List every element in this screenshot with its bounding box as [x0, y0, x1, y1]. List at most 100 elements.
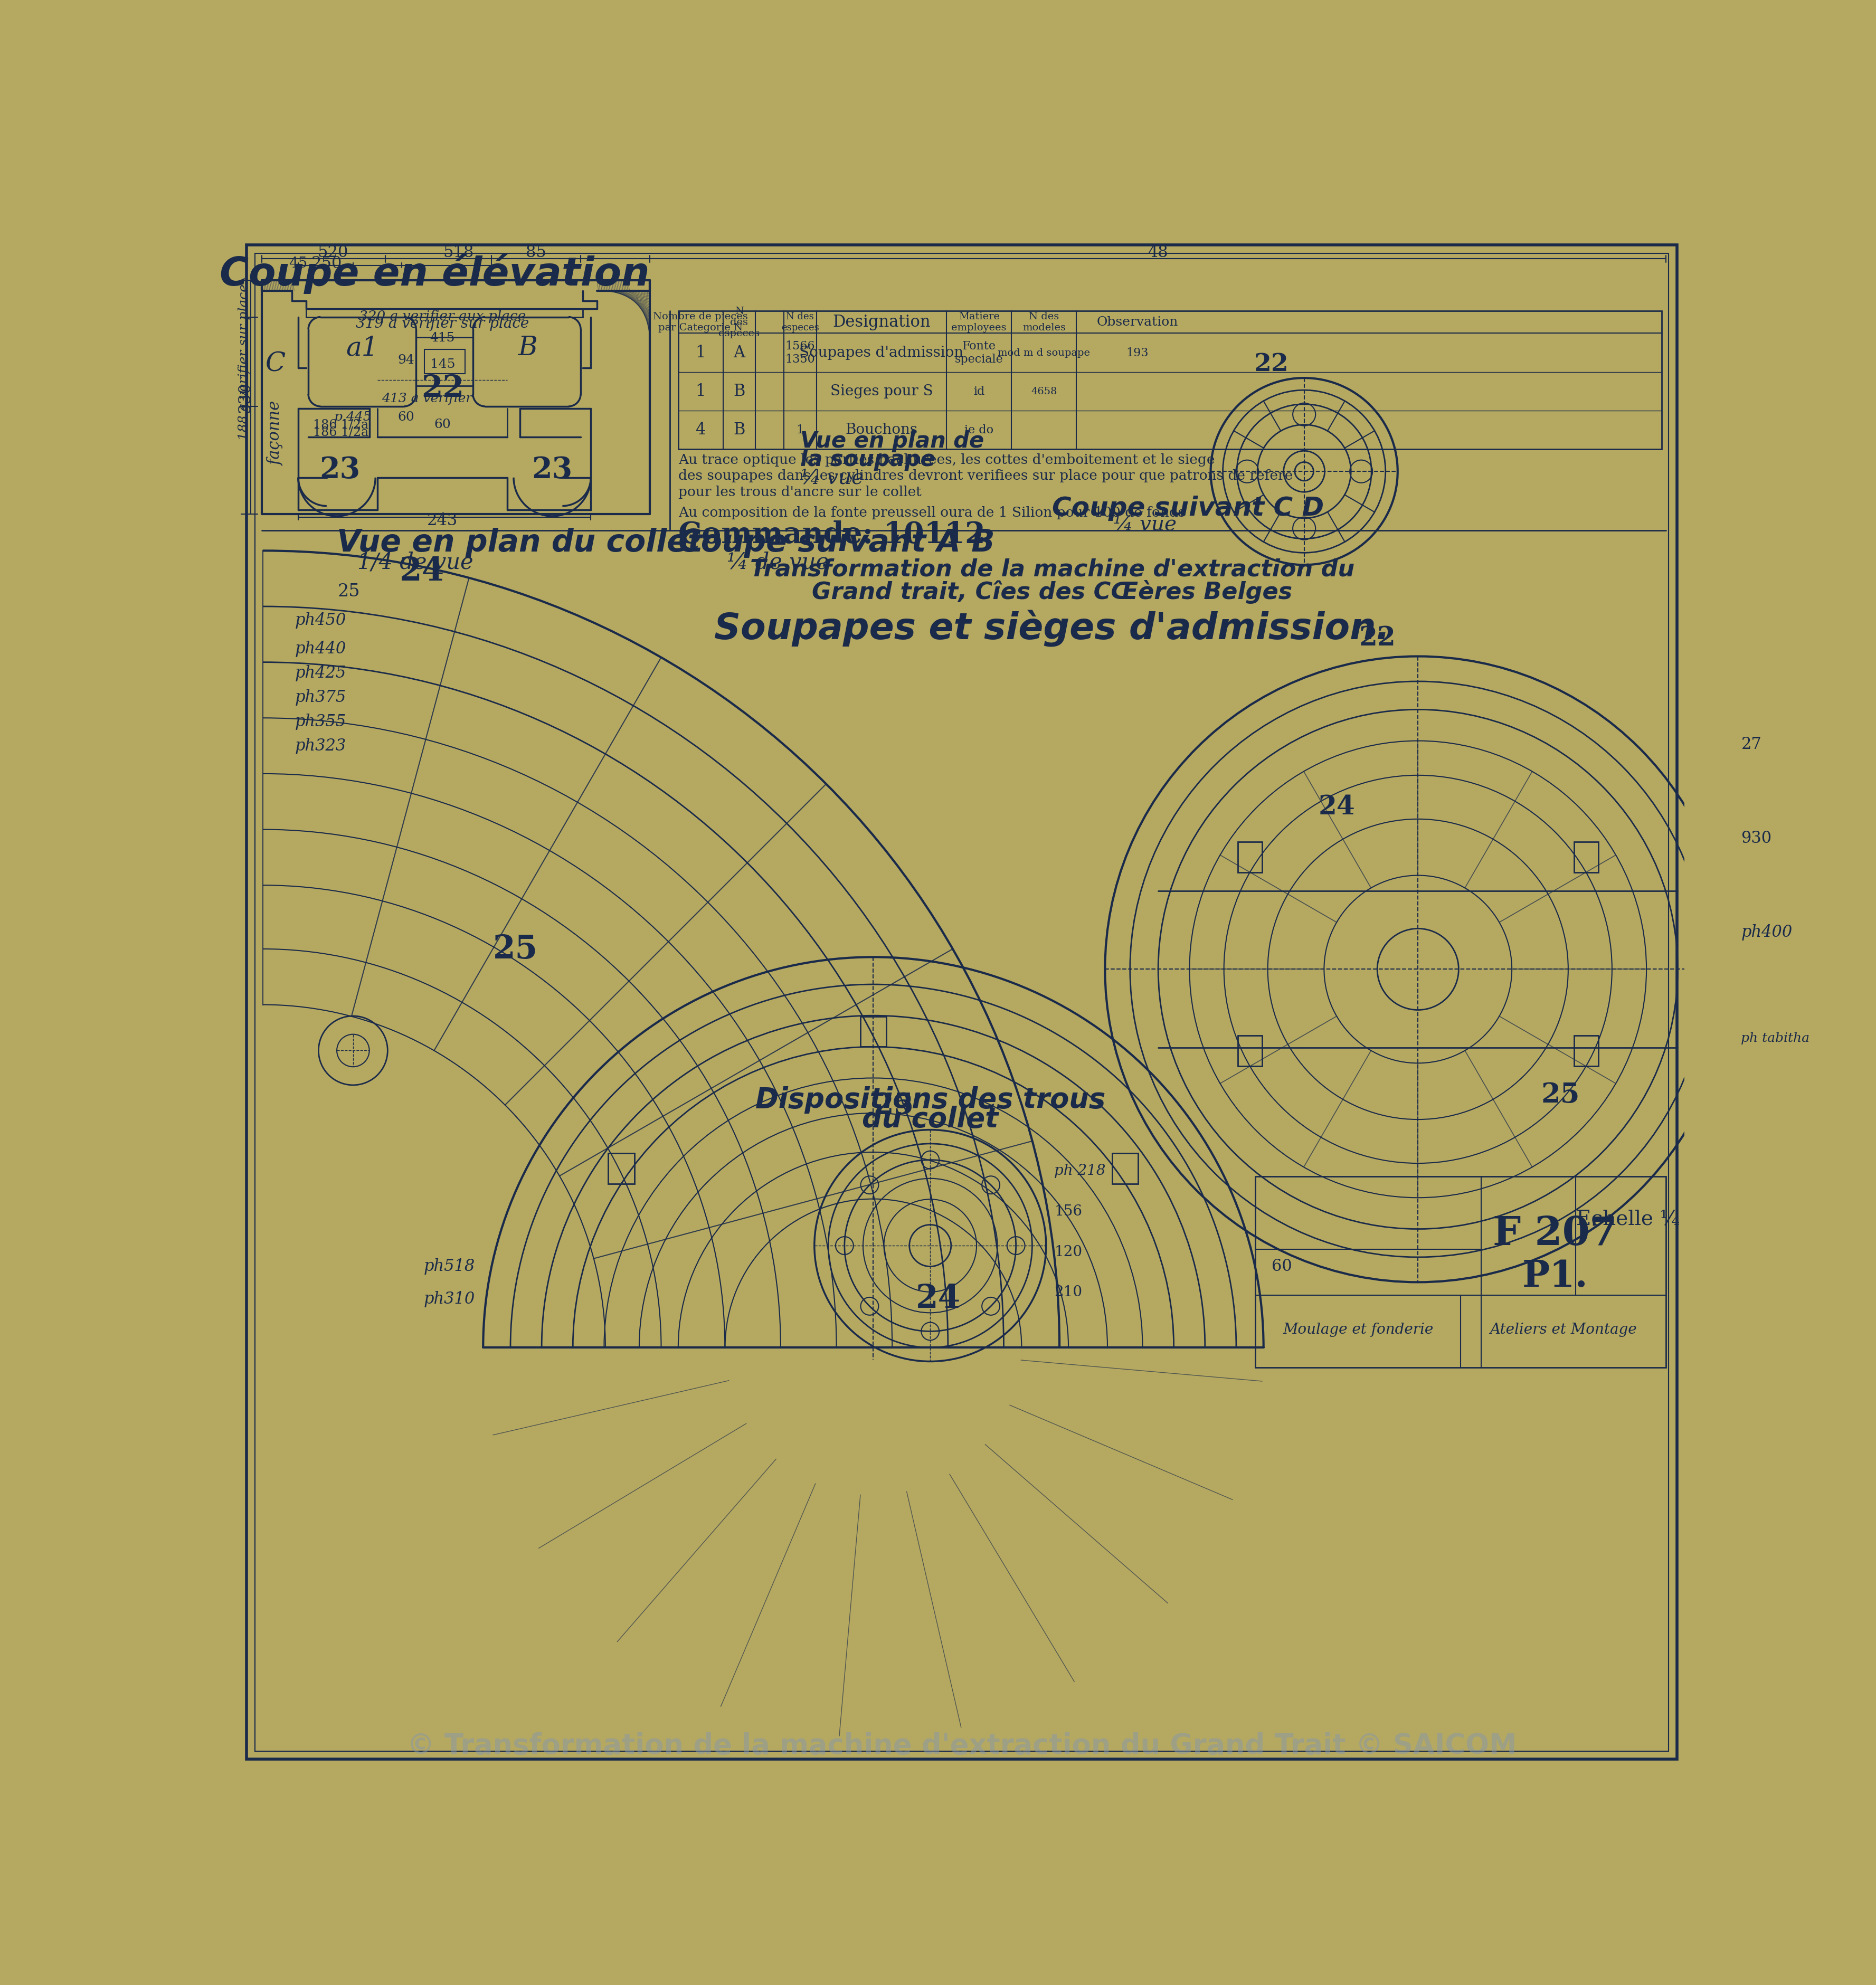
Text: pour les trous d'ancre sur le collet: pour les trous d'ancre sur le collet	[677, 486, 921, 498]
Text: 320 a verifier aux place: 320 a verifier aux place	[358, 310, 525, 324]
Text: ph 218: ph 218	[1054, 1163, 1105, 1177]
Text: 4658: 4658	[1030, 387, 1056, 397]
Text: 60: 60	[1272, 1258, 1293, 1274]
Bar	[1112, 1153, 1139, 1183]
Text: Soupapes d'admission: Soupapes d'admission	[799, 345, 962, 359]
Text: Soupapes et sièges d'admission.: Soupapes et sièges d'admission.	[715, 609, 1390, 647]
Text: 156: 156	[1054, 1205, 1082, 1219]
Text: 193: 193	[1126, 347, 1148, 359]
Text: 22: 22	[1358, 625, 1396, 651]
Text: Dispositions des trous: Dispositions des trous	[754, 1086, 1105, 1114]
Text: ¼ de vue: ¼ de vue	[726, 552, 829, 574]
Text: A: A	[734, 345, 745, 361]
Text: Au trace optique les parties hachurees, les cottes d'emboitement et le siege: Au trace optique les parties hachurees, …	[677, 453, 1214, 466]
Text: 23: 23	[531, 455, 572, 484]
Text: Fonte
speciale: Fonte speciale	[955, 339, 1004, 365]
Text: 4: 4	[696, 421, 705, 439]
Text: 413 a verifier: 413 a verifier	[381, 393, 473, 405]
Text: 25: 25	[1540, 1082, 1580, 1108]
Text: 415: 415	[430, 331, 454, 343]
Text: ph tabitha: ph tabitha	[1741, 1032, 1808, 1044]
Text: 250: 250	[311, 256, 341, 272]
Text: 1: 1	[696, 383, 705, 399]
Bar	[1574, 842, 1598, 873]
Text: Designation: Designation	[833, 314, 930, 330]
Text: Ateliers et Montage: Ateliers et Montage	[1490, 1322, 1636, 1336]
Text: Bouchons: Bouchons	[844, 423, 917, 437]
Text: Vue en plan du collet: Vue en plan du collet	[336, 528, 702, 558]
Text: Echelle ¼: Echelle ¼	[1576, 1209, 1679, 1229]
Text: 60: 60	[433, 419, 450, 431]
Text: 330: 330	[236, 381, 253, 413]
Bar	[608, 1153, 634, 1183]
Text: N des
especes: N des especes	[780, 312, 818, 333]
Text: 25: 25	[493, 933, 538, 965]
Text: 520: 520	[317, 244, 349, 260]
Text: 23: 23	[319, 455, 360, 484]
Text: B: B	[518, 335, 537, 361]
Text: ph440: ph440	[295, 641, 345, 657]
Text: ie do: ie do	[964, 425, 992, 437]
Text: Coupe en élévation: Coupe en élévation	[219, 254, 649, 294]
Text: 25: 25	[338, 584, 360, 599]
Text: 145: 145	[430, 357, 454, 371]
Text: des soupapes dans les cylindres devront verifiees sur place pour que patrons de : des soupapes dans les cylindres devront …	[677, 468, 1293, 482]
Text: Moulage et fonderie: Moulage et fonderie	[1283, 1322, 1433, 1336]
Bar	[859, 1016, 885, 1046]
Text: 1: 1	[696, 345, 705, 361]
Text: la soupape: la soupape	[799, 449, 934, 470]
Text: ph375: ph375	[295, 689, 345, 705]
Text: ph400: ph400	[1741, 923, 1792, 941]
Text: Commande: 10112: Commande: 10112	[677, 520, 985, 550]
Text: B: B	[734, 421, 745, 439]
Text: id: id	[974, 385, 985, 397]
Text: ph323: ph323	[295, 738, 345, 754]
Text: Grand trait, Cîes des CŒères Belges: Grand trait, Cîes des CŒères Belges	[812, 580, 1293, 603]
Text: ph310: ph310	[424, 1290, 475, 1306]
Text: 60: 60	[398, 411, 415, 423]
Text: B: B	[734, 383, 745, 399]
Text: 1: 1	[795, 425, 803, 437]
Text: 22: 22	[1253, 351, 1289, 377]
Text: 120: 120	[1054, 1245, 1082, 1258]
Text: 85: 85	[525, 244, 546, 260]
Text: 45: 45	[289, 256, 308, 270]
Text: Sieges pour S: Sieges pour S	[829, 385, 932, 399]
Text: 25: 25	[872, 1092, 914, 1120]
Bar	[1255, 1177, 1666, 1368]
Text: ph425: ph425	[295, 665, 345, 681]
Text: Nombre de pieces
par Categorie N: Nombre de pieces par Categorie N	[653, 312, 749, 333]
Text: N
des
especes: N des especes	[719, 306, 760, 337]
Text: 243: 243	[428, 512, 458, 528]
Text: Au composition de la fonte preussell oura de 1 Silion pour 100 de fonds: Au composition de la fonte preussell our…	[677, 506, 1186, 518]
Text: F 207: F 207	[1493, 1215, 1617, 1253]
Bar	[1238, 1036, 1263, 1066]
Bar	[1238, 842, 1263, 873]
Text: 186 1/2a: 186 1/2a	[313, 419, 368, 431]
Text: Vue en plan de: Vue en plan de	[799, 431, 983, 453]
Text: 22: 22	[420, 373, 463, 403]
Text: 319 a verifier sur place: 319 a verifier sur place	[356, 316, 529, 331]
Text: 94: 94	[398, 353, 415, 365]
Text: Matiere
employees: Matiere employees	[951, 312, 1006, 333]
Text: ¼ vue: ¼ vue	[1112, 514, 1176, 534]
Bar	[677, 312, 1662, 449]
Text: 188 a verifier sur place: 188 a verifier sur place	[238, 284, 250, 441]
Text: 186 1/2a: 186 1/2a	[313, 427, 368, 439]
Text: p.445: p.445	[334, 411, 371, 423]
Text: ph355: ph355	[295, 713, 345, 730]
Text: 930: 930	[1741, 830, 1771, 846]
Text: Coupe suivant A B: Coupe suivant A B	[677, 528, 994, 558]
Text: 24: 24	[400, 556, 445, 588]
Text: 48: 48	[1148, 244, 1167, 260]
Text: 27: 27	[1741, 736, 1762, 752]
Text: ph518: ph518	[424, 1258, 475, 1274]
Text: Observation: Observation	[1096, 316, 1178, 328]
Text: 518: 518	[443, 244, 475, 260]
Text: 24: 24	[1319, 794, 1354, 820]
Text: P1.: P1.	[1521, 1258, 1587, 1294]
Text: ¼ vue: ¼ vue	[799, 468, 863, 488]
Text: 210: 210	[1054, 1284, 1082, 1300]
Bar	[1574, 1036, 1598, 1066]
Text: Coupe suivant C D: Coupe suivant C D	[1052, 496, 1324, 520]
